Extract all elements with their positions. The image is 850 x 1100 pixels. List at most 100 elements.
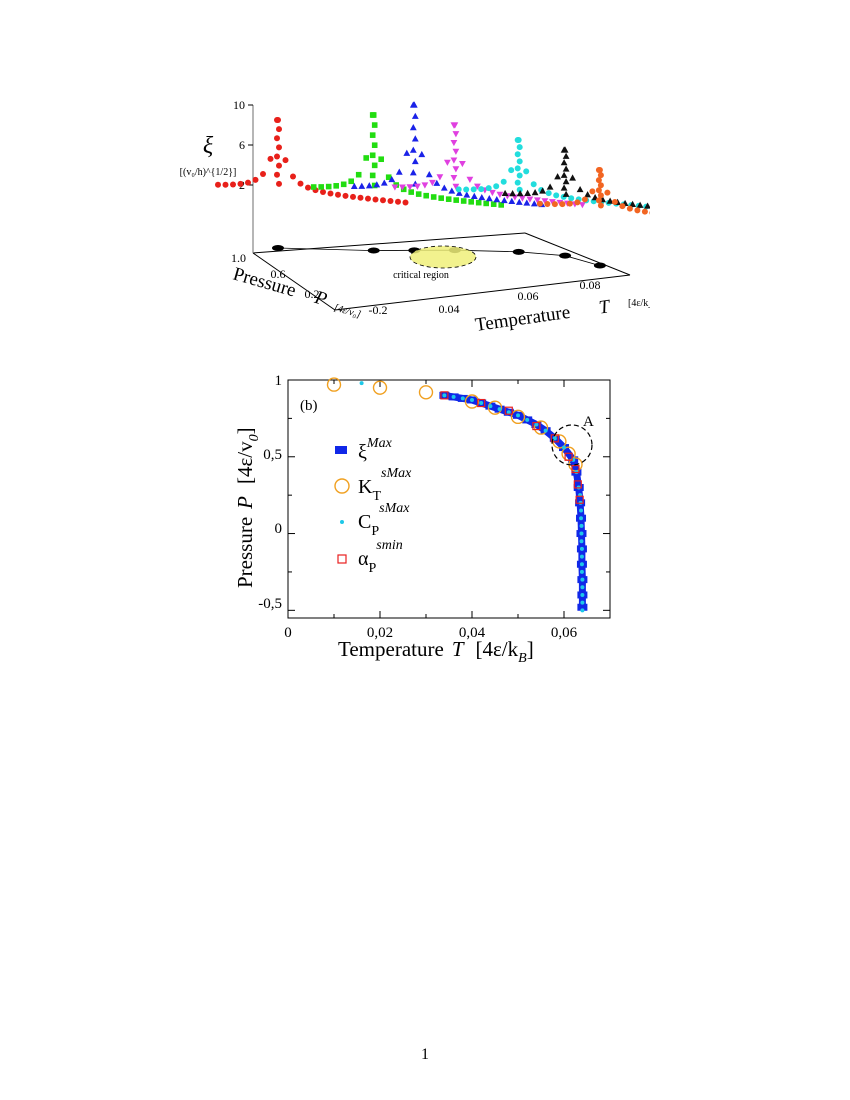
series-cp-smax	[359, 381, 585, 613]
xi-point	[452, 131, 460, 138]
xi-point	[414, 183, 421, 190]
critical-region-highlight	[409, 245, 477, 269]
xi-point	[237, 180, 244, 187]
xi-point	[560, 146, 568, 153]
y-axis-symbol: P	[233, 496, 257, 510]
data-point	[532, 421, 541, 431]
xi-point	[569, 174, 576, 181]
series-xi-max	[439, 391, 588, 611]
region-a-label: A	[583, 414, 594, 430]
xi-point	[333, 183, 339, 189]
xi-point	[452, 148, 460, 155]
xi-point	[619, 203, 626, 210]
legend-marker-kt	[334, 478, 350, 494]
xi-point	[485, 185, 492, 192]
t-tick-3: 0.08	[580, 278, 601, 292]
xi-point	[276, 126, 282, 133]
data-point	[359, 381, 364, 386]
xi-point	[545, 190, 552, 197]
xi-point	[388, 175, 396, 183]
xi-point	[371, 122, 378, 128]
xi-point	[470, 192, 478, 199]
xi-point	[358, 182, 366, 189]
legend-kt-name: K	[358, 476, 373, 498]
xi-point	[496, 191, 504, 198]
xi-point	[355, 171, 362, 178]
xi-point	[363, 155, 369, 161]
xi-point	[409, 169, 417, 176]
xi-point	[357, 194, 364, 201]
xi-point	[395, 198, 401, 205]
legend-label-alpha: αPsmin	[358, 538, 403, 576]
xi-point	[415, 191, 422, 197]
xi-point	[489, 189, 496, 197]
data-point	[575, 495, 584, 504]
xi-point	[444, 159, 451, 166]
xi-point	[560, 184, 568, 191]
xi-point	[455, 189, 463, 196]
xi-point	[460, 198, 467, 204]
x-tick-1: 0,02	[367, 625, 393, 641]
data-point	[464, 394, 480, 409]
data-point	[497, 407, 502, 412]
data-point	[477, 398, 486, 408]
xi-point	[579, 202, 586, 209]
xi-point	[539, 187, 546, 194]
xi-point	[463, 186, 470, 193]
xi-point	[516, 190, 524, 197]
data-point	[573, 480, 582, 489]
data-point	[579, 531, 584, 536]
xi-series-group	[215, 101, 650, 215]
legend-marker-alpha	[337, 554, 347, 564]
legend-kt-sup: sMax	[381, 466, 412, 481]
z-tick-10: 10	[233, 98, 245, 112]
xi-point	[450, 157, 458, 164]
x-axis-text: Temperature	[338, 637, 444, 661]
xi-point	[335, 191, 341, 198]
legend-xi-sup: Max	[366, 436, 393, 451]
xi-point	[365, 195, 371, 202]
xi-point	[560, 171, 568, 178]
xi-point	[310, 184, 317, 190]
t-tick-2: 0.06	[518, 289, 539, 303]
xi-series-6	[536, 167, 650, 215]
x-axis-unit: [4ε/k	[476, 637, 519, 661]
xi-point	[531, 189, 539, 196]
p-tick-2: 0.6	[271, 267, 286, 281]
xi-point	[369, 112, 376, 118]
data-point	[506, 410, 511, 415]
p-tick-1: 1.0	[231, 251, 246, 265]
xi-point	[276, 162, 282, 169]
xi-point	[371, 162, 378, 169]
xi-point	[576, 185, 584, 193]
y-axis-text: Pressure	[233, 517, 257, 588]
xi-point	[274, 135, 280, 142]
xi-point	[560, 159, 568, 166]
temperature-axis-unit: [4ε/k_B]	[628, 298, 650, 309]
xi-point	[634, 207, 641, 214]
xi-point	[514, 179, 521, 186]
xi-point	[636, 201, 644, 208]
xi-point	[644, 202, 650, 209]
xi-point	[429, 179, 436, 187]
pressure-axis-symbol: P	[311, 287, 329, 311]
xi-series-0	[215, 117, 409, 206]
xi-point	[276, 144, 282, 151]
data-point	[580, 585, 585, 590]
xi-point	[516, 144, 523, 151]
xi-point	[305, 184, 311, 191]
xi-point	[536, 200, 543, 207]
xi-point	[325, 183, 332, 190]
p-tick-3: 0.2	[305, 287, 320, 301]
xi-point	[230, 181, 236, 188]
xi-point	[559, 201, 566, 208]
xi-point	[468, 199, 474, 205]
xi-point	[418, 150, 426, 158]
xi-point	[509, 190, 516, 197]
xi-point	[450, 175, 458, 182]
data-point	[418, 385, 434, 400]
xi-point	[380, 179, 388, 186]
xi-point	[385, 174, 392, 181]
xi-point	[595, 197, 602, 204]
legend-label-cp: CPsMax	[358, 501, 410, 539]
